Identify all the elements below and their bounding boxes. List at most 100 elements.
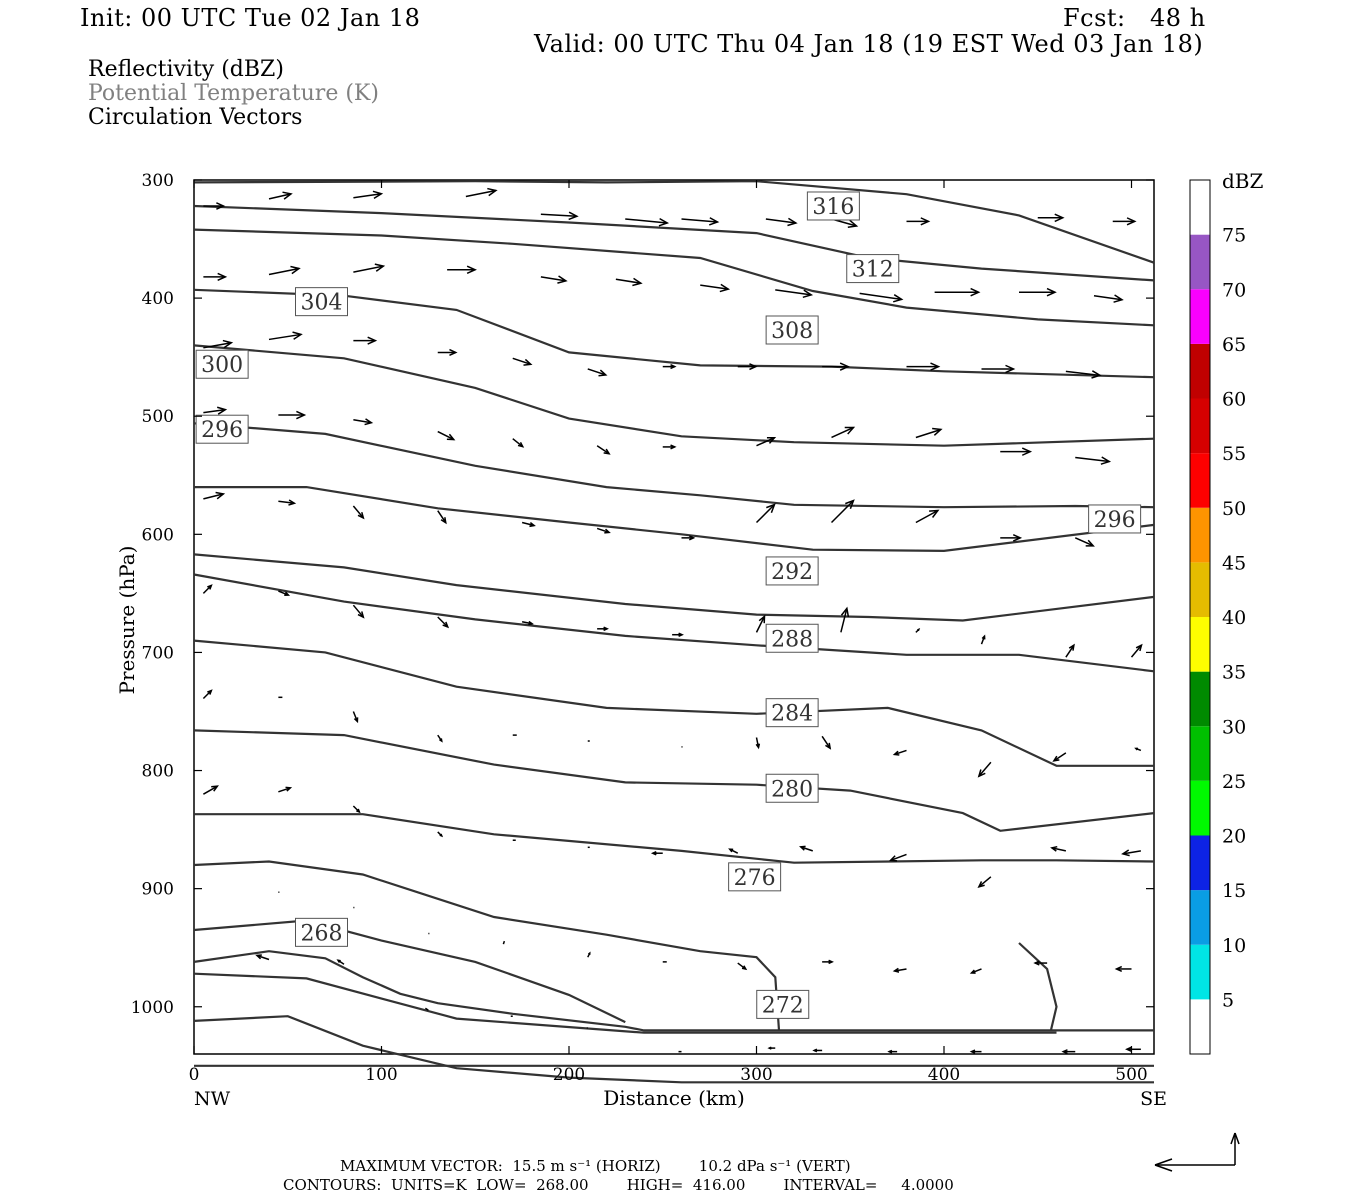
contour-label-text: 316 (812, 195, 854, 220)
vector-shaft (1130, 644, 1143, 658)
colorbar-swatch (1190, 835, 1210, 891)
vector-head (603, 626, 609, 632)
contour-label-box (765, 556, 819, 586)
vector-arrow (424, 1007, 429, 1011)
vector-shaft (821, 735, 831, 749)
field-circulation-vectors: Circulation Vectors (88, 105, 303, 130)
vector-head (357, 512, 365, 520)
vector-arrow (255, 954, 270, 961)
colorbar-level-label: 10 (1222, 935, 1246, 957)
vector-arrow (662, 364, 677, 370)
vector-head (888, 855, 898, 862)
vector-arrow (502, 940, 506, 945)
colorbar-swatch (1190, 453, 1210, 508)
vector-head (523, 358, 533, 366)
colorbar-level-label: 55 (1222, 443, 1246, 465)
vector-shaft (512, 357, 531, 366)
contour-label-box (806, 191, 860, 221)
isentrope-300 (193, 344, 1155, 447)
vector-arrow (437, 734, 443, 743)
isentrope-296 (194, 486, 1155, 553)
vector-head (719, 283, 731, 293)
vector-head (296, 410, 307, 420)
vector-arrow (353, 418, 374, 426)
vector-head (284, 591, 291, 596)
vector-head (728, 848, 734, 853)
vector-shaft (765, 218, 796, 224)
vector-shaft (775, 289, 812, 296)
contour-label-316: 316 (806, 191, 860, 221)
vector-head (439, 833, 444, 838)
vector-head (1012, 534, 1023, 542)
isentrope-280 (193, 729, 1155, 832)
vector-shaft (521, 521, 535, 527)
contour-label-text: 312 (852, 258, 894, 283)
vector-head (920, 217, 931, 226)
vector-arrow (915, 427, 943, 439)
vector-head (1050, 845, 1058, 852)
contour-label-box (765, 698, 819, 728)
vector-arrow (892, 967, 907, 973)
vector-arrow (437, 831, 444, 838)
vector-head (755, 743, 761, 750)
vector-head (487, 187, 498, 197)
vector-head (598, 369, 608, 377)
contour-label-text: 288 (771, 627, 813, 652)
vector-arrow (1061, 1049, 1076, 1055)
vector-shaft (1074, 537, 1094, 547)
vector-head (216, 406, 228, 415)
vector-arrow (799, 845, 813, 852)
vector-head (812, 1048, 818, 1053)
contour-label-box (195, 349, 249, 379)
vector-shaft (1122, 850, 1141, 855)
vector-head (844, 426, 856, 435)
colorbar-swatch (1190, 398, 1210, 454)
vector-head (439, 738, 443, 743)
colorbar-frame (1189, 179, 1211, 1055)
contour-label-304: 304 (295, 287, 348, 317)
vector-head (828, 959, 834, 965)
vector-arrow (203, 491, 226, 500)
vector-arrow (981, 364, 1016, 374)
contour-label-276: 276 (728, 862, 782, 892)
colorbar-swatch (1190, 671, 1210, 727)
vector-head (207, 689, 213, 695)
vector-arrow (887, 1049, 898, 1054)
x-tick-label: 500 (1115, 1065, 1147, 1085)
vector-head (969, 969, 976, 974)
vector-head (892, 750, 900, 756)
isentrope-unlabeled (1018, 942, 1058, 1031)
vector-shaft (859, 292, 902, 301)
vector-arrow (1000, 534, 1023, 542)
vector-shaft (502, 940, 506, 945)
y-tick-label: 300 (142, 171, 174, 191)
isentrope-308 (193, 228, 1155, 327)
vector-head (285, 786, 293, 792)
vector-head (688, 535, 696, 541)
colorbar-level-label: 15 (1222, 880, 1246, 902)
vector-head (222, 339, 234, 349)
vector-head (1085, 539, 1095, 547)
contour-label-296: 296 (1088, 504, 1142, 534)
isentrope-296 (193, 422, 1155, 509)
vector-shaft (915, 428, 942, 439)
vector-shaft (587, 368, 606, 376)
vector-shaft (268, 333, 302, 341)
isentrope-276 (194, 813, 1155, 864)
vector-shaft (256, 954, 270, 961)
vector-shaft (353, 192, 382, 199)
isentrope-312 (193, 204, 1155, 282)
vector-shaft (1065, 370, 1100, 377)
vector-arrow (512, 357, 533, 366)
vector-arrow (755, 737, 761, 750)
x-tick-label: 100 (365, 1065, 397, 1085)
vector-head (1046, 287, 1057, 297)
vector-head (749, 363, 758, 371)
vector-shaft (915, 509, 939, 524)
vector-shaft (756, 437, 775, 447)
vector-head (977, 769, 986, 778)
vector-arrow (700, 283, 731, 293)
colorbar-level-label: 45 (1222, 552, 1246, 574)
vector-arrow (597, 626, 609, 632)
